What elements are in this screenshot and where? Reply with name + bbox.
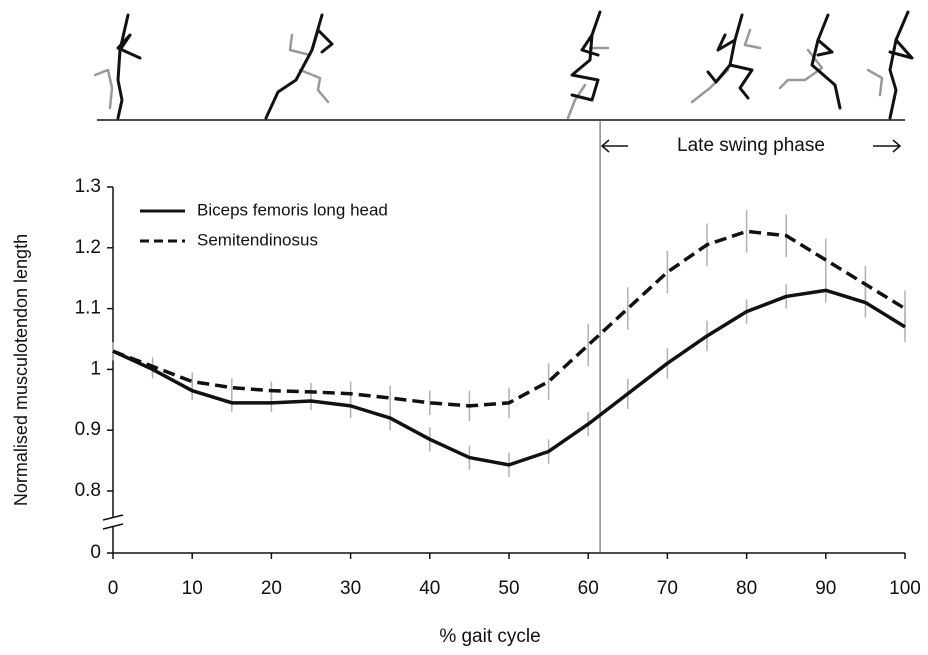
y-axis-title: Normalised musculotendon length: [11, 234, 31, 506]
x-tick-label: 60: [578, 578, 599, 599]
x-tick-label: 50: [498, 578, 519, 599]
phase-arrow-head: [600, 139, 610, 153]
series-line: [112, 288, 906, 467]
phase-label: Late swing phase: [677, 135, 825, 156]
x-axis-title: % gait cycle: [439, 626, 540, 647]
x-tick-label: 30: [340, 578, 361, 599]
gait-figures: [93, 10, 914, 121]
y-tick-label: 1.3: [75, 176, 101, 197]
y-tick-label: 0: [90, 542, 101, 563]
y-tick-label: 1.1: [75, 298, 101, 319]
y-tick-label: 0.9: [75, 419, 101, 440]
y-tick-label: 1.2: [75, 237, 101, 258]
x-tick-label: 10: [182, 578, 203, 599]
series-line: [112, 229, 906, 408]
x-tick-label: 90: [815, 578, 836, 599]
x-tick-label: 80: [736, 578, 757, 599]
x-tick-label: 40: [419, 578, 440, 599]
axis-break: [102, 523, 124, 530]
legend-label: Semitendinosus: [197, 230, 318, 249]
y-tick-label: 0.8: [75, 480, 101, 501]
x-tick-label: 100: [889, 578, 921, 599]
x-tick-label: 70: [657, 578, 678, 599]
axis-break: [102, 514, 124, 521]
x-tick-label: 20: [261, 578, 282, 599]
legend-label: Biceps femoris long head: [197, 200, 388, 219]
axis-break-gap: [109, 517, 117, 527]
y-tick-label: 1: [90, 358, 101, 379]
x-tick-label: 0: [108, 578, 119, 599]
phase-arrow-head: [892, 139, 902, 153]
